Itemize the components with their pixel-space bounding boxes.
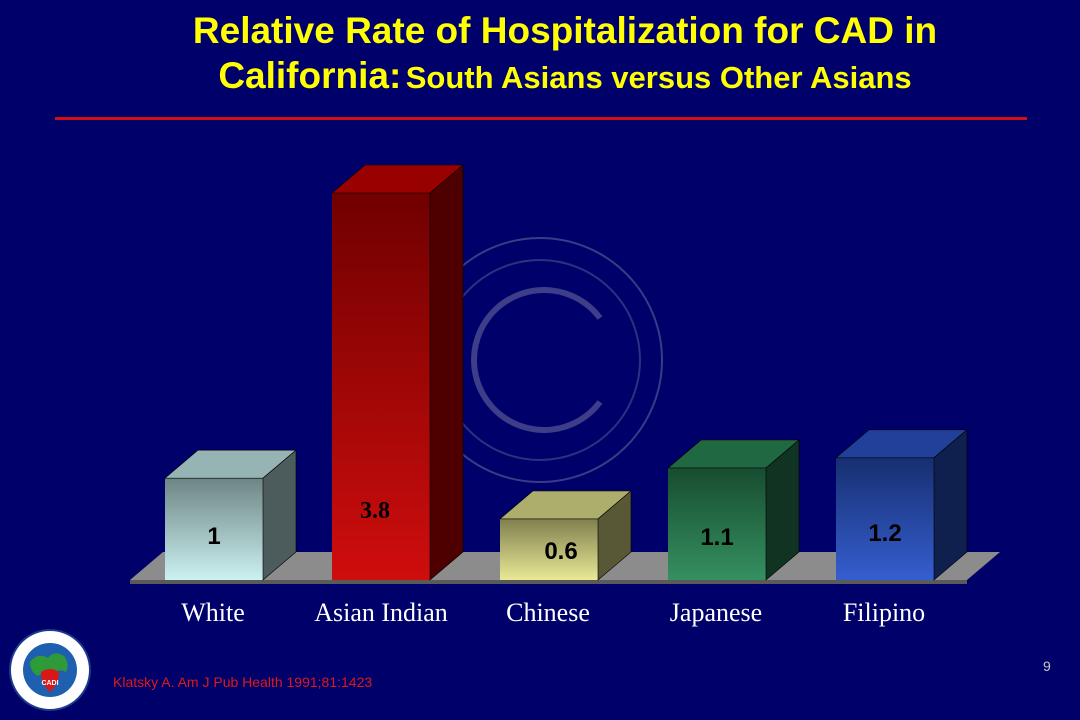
- bars-group: 1 3.8 0.6 1.1 1.2: [164, 164, 968, 581]
- title-line-2-main: California:: [218, 55, 402, 97]
- watermark-c-glyph: [471, 287, 603, 433]
- x-tick-label: Japanese: [670, 598, 762, 627]
- bar-front: [500, 518, 598, 580]
- data-label: 3.8: [360, 498, 390, 524]
- title-divider: [55, 117, 1027, 120]
- x-tick-label: Filipino: [843, 598, 925, 627]
- bar-japanese: 1.1: [667, 439, 800, 581]
- bar-chinese: 0.6: [499, 490, 632, 581]
- page-number: 9: [1043, 658, 1051, 674]
- data-label: 0.6: [544, 538, 577, 565]
- logo-center-text: CADI: [41, 680, 58, 687]
- bar-side: [933, 429, 968, 581]
- title-line-2-sub: South Asians versus Other Asians: [405, 60, 912, 96]
- x-tick-label: Chinese: [506, 598, 590, 627]
- floor-edge: [130, 580, 967, 584]
- x-tick-label: Asian Indian: [314, 598, 448, 627]
- source-citation: Klatsky A. Am J Pub Health 1991;81:1423: [113, 674, 373, 690]
- data-label: 1: [207, 523, 220, 550]
- bar-asian-indian: 3.8: [331, 164, 464, 581]
- chart-title: Relative Rate of Hospitalization for CAD…: [40, 8, 1080, 98]
- bar-front: [332, 193, 430, 580]
- x-tick-label: White: [181, 598, 245, 627]
- x-axis-labels: White Asian Indian Chinese Japanese Filipino: [181, 598, 925, 627]
- bar-filipino: 1.2: [835, 429, 968, 581]
- data-label: 1.2: [868, 520, 901, 547]
- bar-front: [836, 457, 934, 580]
- data-label: 1.1: [700, 524, 733, 551]
- bar-side: [765, 439, 800, 581]
- bar-white: 1: [164, 449, 297, 581]
- bar-front: [668, 467, 766, 580]
- title-line-1: Relative Rate of Hospitalization for CAD…: [192, 10, 938, 51]
- bar-side: [429, 164, 464, 581]
- cadi-logo: CADI: [8, 628, 92, 717]
- bar-front: [165, 478, 263, 580]
- bar-side: [262, 449, 297, 581]
- bar-side: [597, 490, 632, 581]
